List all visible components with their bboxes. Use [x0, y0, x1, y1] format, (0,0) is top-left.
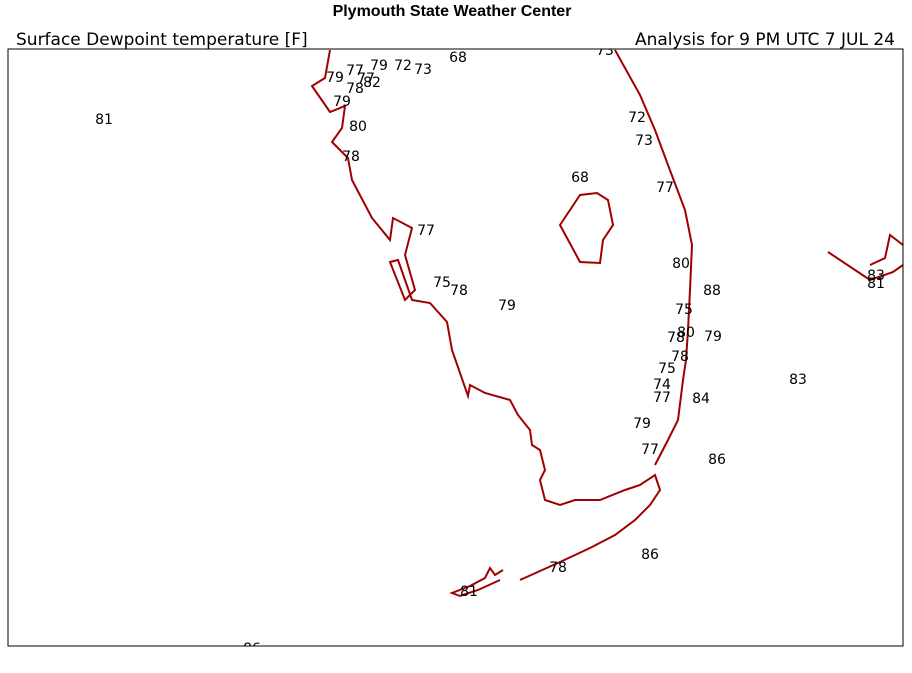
- station-value: 86: [641, 547, 659, 563]
- station-value: 79: [326, 70, 344, 86]
- station-value: 75: [675, 302, 693, 318]
- station-value: 86: [708, 452, 726, 468]
- station-value: 74: [653, 377, 671, 393]
- station-value: 77: [346, 63, 364, 79]
- station-value: 78: [671, 349, 689, 365]
- station-value: 75: [433, 275, 451, 291]
- station-value: 79: [704, 329, 722, 345]
- station-value: 78: [549, 560, 567, 576]
- station-value: 78: [346, 81, 364, 97]
- station-value: 81: [95, 112, 113, 128]
- station-value: 78: [450, 283, 468, 299]
- station-value: 72: [628, 110, 646, 126]
- station-value: 68: [449, 50, 467, 66]
- station-value: 79: [370, 58, 388, 74]
- station-value: 79: [333, 94, 351, 110]
- coastline: [310, 49, 662, 581]
- subtitle-right: Analysis for 9 PM UTC 7 JUL 24: [635, 30, 895, 50]
- station-value: 68: [571, 170, 589, 186]
- station-value: 77: [656, 180, 674, 196]
- station-value: 88: [703, 283, 721, 299]
- coastline-east: [614, 49, 694, 466]
- station-value: 80: [349, 119, 367, 135]
- station-value: 75: [658, 361, 676, 377]
- subtitle-left: Surface Dewpoint temperature [F]: [16, 30, 308, 50]
- station-value: 80: [677, 325, 695, 341]
- title: Plymouth State Weather Center: [333, 3, 572, 20]
- map-border: [7, 48, 904, 647]
- station-value: 80: [672, 256, 690, 272]
- station-value: 81: [460, 584, 478, 600]
- station-value: 73: [635, 133, 653, 149]
- lake: [558, 191, 615, 265]
- station-value: 72: [394, 58, 412, 74]
- station-value: 77: [641, 442, 659, 458]
- station-value: 79: [633, 416, 651, 432]
- station-value: 73: [596, 43, 614, 59]
- station-value: 73: [414, 62, 432, 78]
- station-value: 77: [653, 390, 671, 406]
- station-value: 78: [342, 149, 360, 165]
- station-value: 77: [357, 71, 375, 87]
- station-value: 86: [243, 641, 261, 657]
- station-value: 79: [498, 298, 516, 314]
- station-value: 83: [789, 372, 807, 388]
- station-value: 78: [667, 330, 685, 346]
- station-value: 84: [692, 391, 710, 407]
- station-value: 77: [417, 223, 435, 239]
- station-value: 81: [867, 276, 885, 292]
- coastline-keys: [449, 566, 504, 598]
- station-value: 82: [363, 75, 381, 91]
- station-value: 83: [867, 268, 885, 284]
- island: [827, 233, 903, 282]
